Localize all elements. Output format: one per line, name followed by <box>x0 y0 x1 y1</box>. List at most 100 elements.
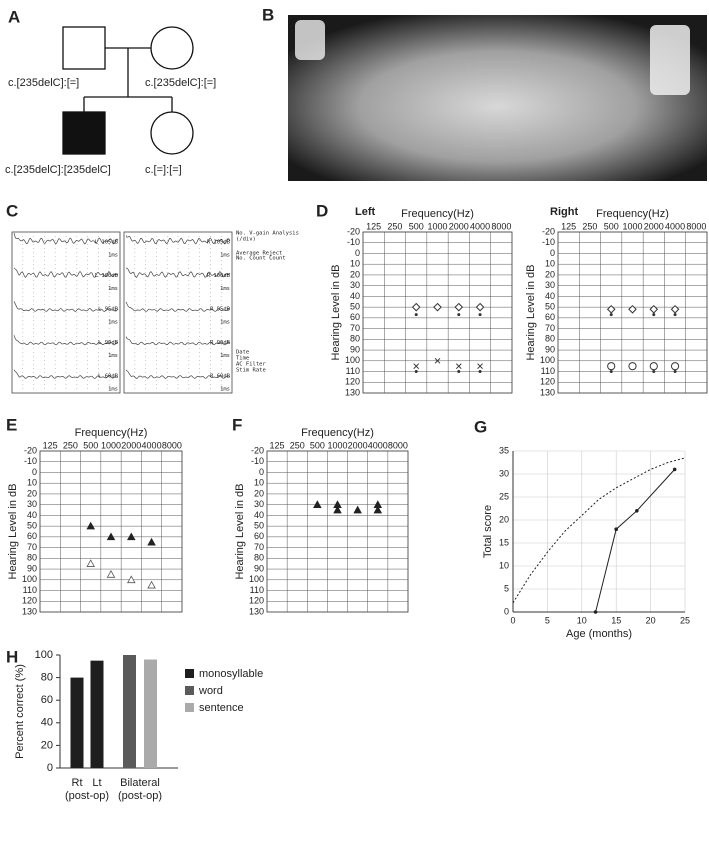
y-tick-label: -10 <box>542 237 555 247</box>
x-tick-label: 8000 <box>686 221 706 231</box>
x-tick-label: Bilateral <box>120 777 160 789</box>
bar <box>123 655 136 768</box>
y-tick-label: 110 <box>541 366 555 376</box>
y-tick-label: 30 <box>545 280 555 290</box>
x-tick-label: 250 <box>582 221 597 231</box>
marker <box>147 537 156 546</box>
genotype: c.[235delC]:[=] <box>8 77 79 89</box>
abr-trace <box>125 267 231 279</box>
abr-level: L 90dB <box>98 340 119 346</box>
marker <box>433 302 442 312</box>
marker <box>353 505 362 514</box>
y-tick-label: 10 <box>254 478 264 488</box>
marker <box>147 580 156 589</box>
abr-level: R 100dB <box>207 273 231 279</box>
x-tick-label: 500 <box>604 221 619 231</box>
abr-level: L 100dB <box>95 273 119 279</box>
panel-label: H <box>6 647 18 666</box>
marker <box>413 363 420 370</box>
y-tick-label: 100 <box>22 574 37 584</box>
abr-trace <box>125 369 231 379</box>
abr-note: Date <box>236 350 249 356</box>
y-tick-label: 60 <box>350 312 360 322</box>
x-tick-label: 2000 <box>348 440 368 450</box>
y-tick-label: 30 <box>350 280 360 290</box>
x-tick-label: 25 <box>680 615 690 625</box>
plot-frame <box>39 450 183 613</box>
marker <box>455 363 462 370</box>
abr-scale: 1ms <box>220 353 230 359</box>
x-tick-label: 250 <box>63 440 78 450</box>
abr-trace <box>125 336 231 346</box>
y-tick-label: 0 <box>32 467 37 477</box>
y-axis-label: Hearing Level in dB <box>234 483 246 579</box>
y-tick-label: 10 <box>499 560 509 570</box>
x-axis-label: Age (months) <box>566 628 632 640</box>
y-tick-label: -20 <box>542 226 555 236</box>
marker <box>607 362 616 371</box>
abr-scale: 1ms <box>220 387 230 393</box>
chart-title: Right <box>550 206 578 218</box>
chart-title: Left <box>355 206 376 218</box>
plot-frame <box>266 450 409 613</box>
y-tick-label: -10 <box>251 456 264 466</box>
x-axis-label: Frequency(Hz) <box>301 427 374 439</box>
x-tick-label: 125 <box>366 221 381 231</box>
abr-scale: 1ms <box>108 253 118 259</box>
x-tick-label: 2000 <box>121 440 141 450</box>
y-tick-label: 20 <box>41 739 53 751</box>
y-tick-label: 50 <box>350 302 360 312</box>
marker <box>414 370 418 374</box>
y-axis-label: Hearing Level in dB <box>330 264 342 360</box>
marker <box>86 559 95 567</box>
x-tick-label: 250 <box>290 440 305 450</box>
x-tick-label: Lt <box>92 777 101 789</box>
x-tick-label: 500 <box>409 221 424 231</box>
father-symbol <box>62 26 106 70</box>
y-tick-label: 25 <box>499 491 509 501</box>
y-tick-label: 70 <box>350 323 360 333</box>
y-tick-label: 100 <box>345 355 360 365</box>
x-tick-label: 20 <box>646 615 656 625</box>
marker <box>313 500 322 508</box>
x-tick-label: 125 <box>561 221 576 231</box>
son-symbol <box>62 111 106 155</box>
plot-frame <box>362 231 513 394</box>
genotype: c.[235delC]:[=] <box>145 77 216 89</box>
abr-note: (/div) <box>236 237 256 243</box>
y-tick-label: 20 <box>499 514 509 524</box>
legend-swatch <box>185 703 194 712</box>
marker <box>106 532 116 541</box>
marker <box>652 370 656 374</box>
y-tick-label: 80 <box>254 553 264 563</box>
y-tick-label: 40 <box>27 510 37 520</box>
marker <box>593 610 598 614</box>
y-tick-label: 15 <box>499 537 509 547</box>
y-tick-label: 60 <box>27 531 37 541</box>
abr-level: L 105dB <box>95 240 119 246</box>
y-tick-label: 10 <box>545 259 555 269</box>
abr-scale: 1ms <box>220 286 230 292</box>
bar <box>70 677 84 768</box>
marker <box>673 313 677 317</box>
series-line <box>595 469 676 613</box>
marker <box>127 575 136 584</box>
y-tick-label: 110 <box>250 585 264 595</box>
marker <box>649 362 658 371</box>
x-tick-label: 8000 <box>491 221 511 231</box>
x-tick-label: 5 <box>545 615 550 625</box>
mother-symbol <box>150 26 194 70</box>
marker <box>652 313 656 317</box>
marker <box>373 505 383 514</box>
y-tick-label: 40 <box>41 717 53 729</box>
y-tick-label: 90 <box>254 563 264 573</box>
y-tick-label: 50 <box>545 302 555 312</box>
y-tick-label: 130 <box>22 606 37 616</box>
abr-panel: L 105dB 1ms L 100dB 1ms L 95dB 1ms L 90dB 1ms L … <box>11 231 299 394</box>
abr-trace <box>13 232 119 245</box>
y-tick-label: 90 <box>350 344 360 354</box>
abr-trace <box>13 335 119 346</box>
y-tick-label: 10 <box>27 478 37 488</box>
marker <box>457 370 461 374</box>
